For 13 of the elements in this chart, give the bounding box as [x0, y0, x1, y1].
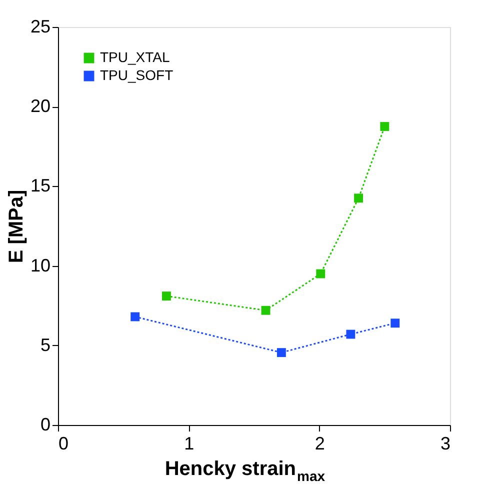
- y-axis-title: E [MPa]: [5, 190, 28, 264]
- y-tick-label: 10: [30, 255, 50, 276]
- x-tick-label: 0: [58, 434, 69, 454]
- y-tick-label: 25: [30, 16, 50, 36]
- legend-label: TPU_SOFT: [100, 67, 174, 83]
- x-tick-label: 1: [184, 434, 194, 454]
- y-tick-label: 20: [30, 96, 50, 116]
- y-tick-label: 5: [40, 334, 50, 355]
- legend-label: TPU_XTAL: [100, 49, 170, 65]
- y-tick-label: 0: [40, 414, 50, 434]
- x-tick-label: 2: [314, 434, 325, 454]
- x-tick-label: 3: [440, 434, 450, 454]
- y-tick-label: 15: [30, 176, 50, 196]
